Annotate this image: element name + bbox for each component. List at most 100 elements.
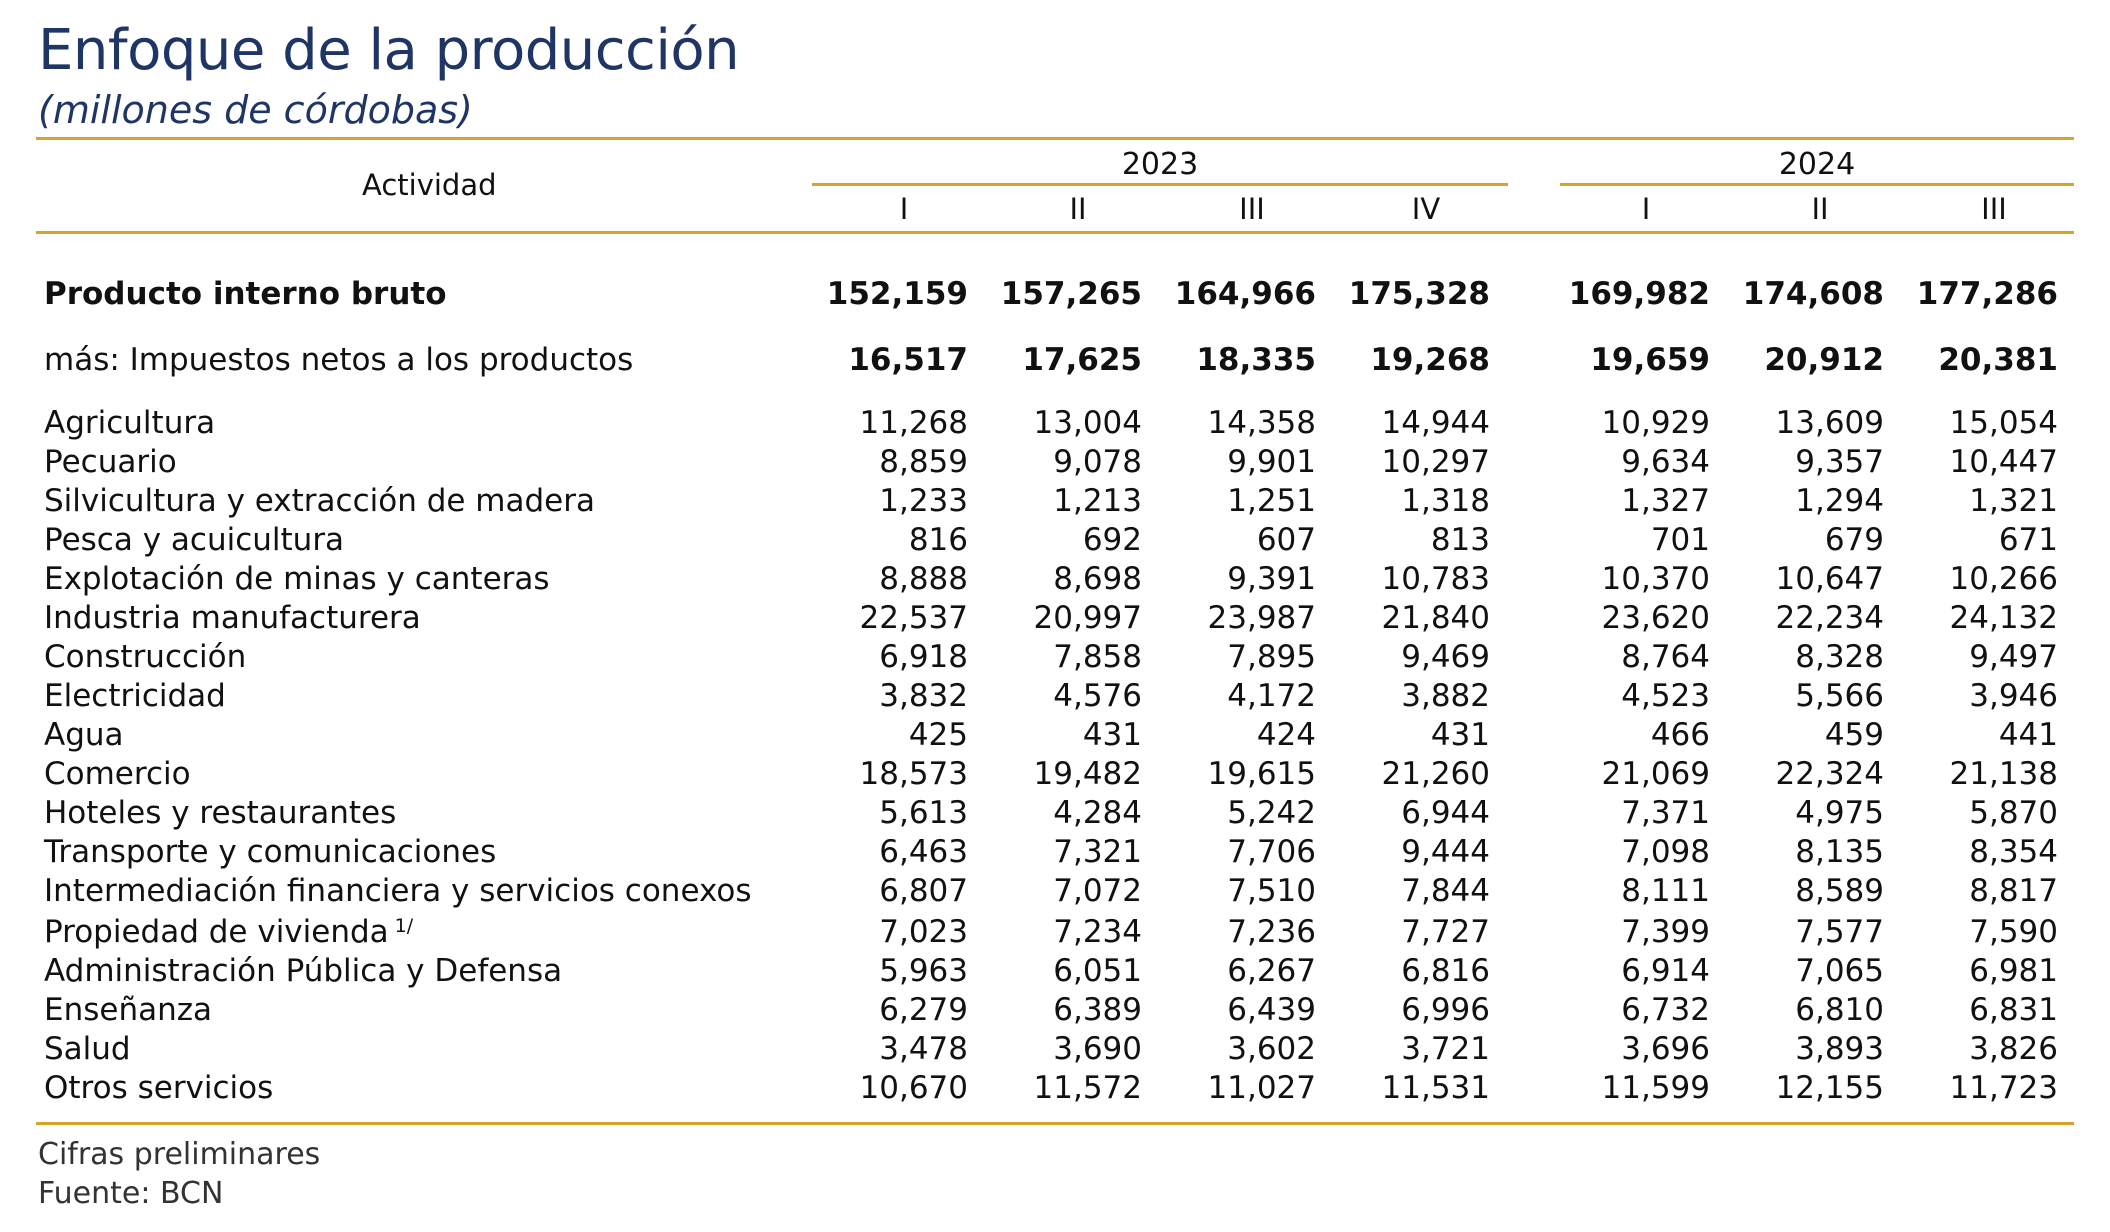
cell-value: 6,981: [1969, 953, 2058, 989]
cell-value: 13,609: [1775, 405, 1884, 441]
cell-value: 9,469: [1401, 639, 1490, 675]
cell-value: 7,321: [1053, 834, 1142, 870]
year-label-2023: 2023: [1121, 147, 1199, 182]
cell-value: 1,251: [1227, 483, 1316, 519]
cell-value: 10,783: [1381, 561, 1490, 597]
cell-value: 1,318: [1401, 483, 1490, 519]
table-row: Salud 3,478 3,690 3,602 3,721 3,696 3,89…: [0, 1029, 2110, 1069]
row-label: Industria manufacturera: [44, 600, 421, 636]
footnote-preliminary: Cifras preliminares: [38, 1137, 321, 1172]
cell-value: 9,497: [1969, 639, 2058, 675]
cell-value: 7,065: [1795, 953, 1884, 989]
bottom-rule: [36, 1122, 2074, 1125]
table-row: Propiedad de vivienda 1/ 7,023 7,234 7,23…: [0, 912, 2110, 952]
cell-value: 7,895: [1227, 639, 1316, 675]
table-row-gdp: Producto interno bruto 152,159 157,265 1…: [0, 274, 2110, 314]
cell-value: 607: [1256, 522, 1316, 558]
cell-value: 8,135: [1795, 834, 1884, 870]
cell-value: 6,810: [1795, 992, 1884, 1028]
cell-value: 11,572: [1033, 1070, 1142, 1106]
cell-value: 21,069: [1601, 756, 1710, 792]
cell-value: 16,517: [848, 342, 968, 378]
cell-value: 671: [1998, 522, 2058, 558]
row-label: Comercio: [44, 756, 191, 792]
cell-value: 3,696: [1621, 1031, 1710, 1067]
table-row: Hoteles y restaurantes 5,613 4,284 5,242…: [0, 793, 2110, 833]
cell-value: 5,613: [879, 795, 968, 831]
cell-value: 1,321: [1969, 483, 2058, 519]
cell-value: 21,260: [1381, 756, 1490, 792]
cell-value: 177,286: [1916, 276, 2058, 312]
row-label: Construcción: [44, 639, 247, 675]
cell-value: 1,327: [1621, 483, 1710, 519]
cell-value: 164,966: [1174, 276, 1316, 312]
row-label: Propiedad de vivienda 1/: [44, 912, 413, 952]
table-row: Enseñanza 6,279 6,389 6,439 6,996 6,732 …: [0, 990, 2110, 1030]
cell-value: 10,297: [1381, 444, 1490, 480]
footnote-marker: 1/: [394, 915, 414, 937]
cell-value: 23,620: [1601, 600, 1710, 636]
cell-value: 4,284: [1053, 795, 1142, 831]
row-label: Salud: [44, 1031, 131, 1067]
table-row: Administración Pública y Defensa 5,963 6…: [0, 951, 2110, 991]
cell-value: 169,982: [1568, 276, 1710, 312]
row-label: Silvicultura y extracción de madera: [44, 483, 595, 519]
row-label: Producto interno bruto: [44, 276, 447, 312]
cell-value: 424: [1256, 717, 1316, 753]
cell-value: 19,268: [1370, 342, 1490, 378]
cell-value: 8,764: [1621, 639, 1710, 675]
cell-value: 14,358: [1207, 405, 1316, 441]
cell-value: 10,670: [859, 1070, 968, 1106]
cell-value: 8,111: [1621, 873, 1710, 909]
cell-value: 7,590: [1969, 914, 2058, 950]
cell-value: 3,882: [1401, 678, 1490, 714]
cell-value: 1,213: [1053, 483, 1142, 519]
cell-value: 11,027: [1207, 1070, 1316, 1106]
cell-value: 6,996: [1401, 992, 1490, 1028]
cell-value: 8,698: [1053, 561, 1142, 597]
cell-value: 157,265: [1000, 276, 1142, 312]
row-label: Pesca y acuicultura: [44, 522, 345, 558]
cell-value: 3,893: [1795, 1031, 1884, 1067]
quarter-label: III: [1239, 192, 1265, 226]
cell-value: 8,888: [879, 561, 968, 597]
table-row: Explotación de minas y canteras 8,888 8,…: [0, 559, 2110, 599]
header-bottom-rule: [36, 231, 2074, 234]
page-subtitle: (millones de córdobas): [38, 88, 473, 132]
cell-value: 21,840: [1381, 600, 1490, 636]
cell-value: 5,963: [879, 953, 968, 989]
table-row: Comercio 18,573 19,482 19,615 21,260 21,…: [0, 754, 2110, 794]
cell-value: 7,510: [1227, 873, 1316, 909]
cell-value: 20,381: [1938, 342, 2058, 378]
cell-value: 8,817: [1969, 873, 2058, 909]
cell-value: 11,531: [1381, 1070, 1490, 1106]
year-rule-2023: [812, 183, 1508, 186]
page-title: Enfoque de la producción: [38, 18, 740, 83]
cell-value: 9,634: [1621, 444, 1710, 480]
cell-value: 3,832: [879, 678, 968, 714]
cell-value: 4,172: [1227, 678, 1316, 714]
row-label: Electricidad: [44, 678, 226, 714]
cell-value: 9,357: [1795, 444, 1884, 480]
table-row: Transporte y comunicaciones 6,463 7,321 …: [0, 832, 2110, 872]
cell-value: 3,602: [1227, 1031, 1316, 1067]
row-label: Hoteles y restaurantes: [44, 795, 397, 831]
cell-value: 7,844: [1401, 873, 1490, 909]
cell-value: 6,389: [1053, 992, 1142, 1028]
cell-value: 6,807: [879, 873, 968, 909]
cell-value: 6,831: [1969, 992, 2058, 1028]
table-row: Electricidad 3,832 4,576 4,172 3,882 4,5…: [0, 676, 2110, 716]
cell-value: 10,447: [1949, 444, 2058, 480]
cell-value: 4,975: [1795, 795, 1884, 831]
quarter-label: II: [1069, 192, 1087, 226]
cell-value: 22,537: [859, 600, 968, 636]
cell-value: 7,577: [1795, 914, 1884, 950]
cell-value: 21,138: [1949, 756, 2058, 792]
table-row: Construcción 6,918 7,858 7,895 9,469 8,7…: [0, 637, 2110, 677]
cell-value: 19,615: [1207, 756, 1316, 792]
cell-value: 3,690: [1053, 1031, 1142, 1067]
row-label-text: Propiedad de vivienda: [44, 914, 389, 950]
cell-value: 441: [1998, 717, 2058, 753]
cell-value: 11,268: [859, 405, 968, 441]
cell-value: 7,098: [1621, 834, 1710, 870]
